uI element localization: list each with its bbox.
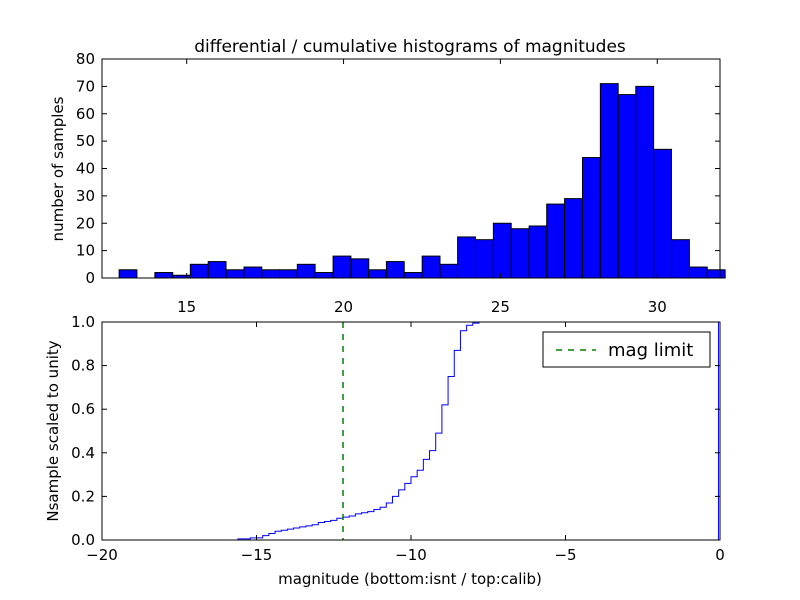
y-tick-label: 70 [76, 77, 95, 95]
legend-label: mag limit [608, 340, 693, 361]
x-axis-label: magnitude (bottom:isnt / top:calib) [278, 570, 542, 588]
y-tick-label: 20 [76, 214, 95, 232]
histogram-bar [474, 239, 494, 279]
histogram-bar [421, 255, 441, 279]
x-tick-label: 20 [334, 298, 353, 316]
histogram-bar [688, 266, 708, 279]
y-tick-label: 0.8 [71, 357, 95, 375]
histogram-bar [653, 148, 673, 279]
y-tick-label: 60 [76, 105, 95, 123]
histogram-bar [314, 272, 334, 279]
histogram-bar [261, 269, 281, 279]
histogram-bar [617, 94, 637, 279]
x-tick-label: −5 [554, 546, 576, 564]
cumulative-axes-frame [101, 321, 721, 541]
histogram-bar [510, 228, 530, 279]
histogram-bar [492, 222, 512, 279]
histogram-bar [225, 269, 245, 279]
histogram-bar [278, 269, 298, 279]
histogram-bar [189, 263, 209, 279]
y-tick-label: 0.4 [71, 444, 95, 462]
histogram-bar [154, 272, 174, 279]
histogram-bar [581, 157, 601, 279]
x-tick-label: 15 [177, 298, 196, 316]
histogram-axes-frame [101, 58, 721, 279]
y-tick-label: 0 [85, 269, 95, 287]
histogram-panel: differential / cumulative histograms of … [49, 37, 726, 316]
histogram-bar [528, 225, 548, 279]
y-tick-label: 10 [76, 242, 95, 260]
x-tick-label: 25 [491, 298, 510, 316]
histogram-bar [706, 269, 726, 279]
histogram-bar [368, 269, 387, 279]
y-tick-label: 1.0 [71, 313, 95, 331]
x-tick-label: −20 [86, 546, 118, 564]
histogram-bar [564, 198, 583, 279]
histogram-bar [635, 85, 655, 279]
histogram-bar [439, 263, 459, 279]
chart-title: differential / cumulative histograms of … [194, 37, 626, 57]
histogram-bar [599, 83, 619, 279]
histogram-bar [332, 255, 352, 279]
y-axis-label: Nsample scaled to unity [44, 340, 62, 521]
histogram-bar [457, 236, 476, 279]
x-tick-label: −15 [241, 546, 273, 564]
histogram-bar [671, 239, 690, 279]
histogram-bar [350, 258, 370, 279]
histogram-bar [207, 261, 227, 279]
y-tick-label: 0.0 [71, 531, 95, 549]
histogram-ticks: 0 10 20 30 40 50 60 70 80 15 20 25 30 [76, 50, 720, 316]
x-tick-label: 30 [648, 298, 667, 316]
y-tick-label: 30 [76, 187, 95, 205]
y-tick-label: 40 [76, 160, 95, 178]
y-tick-label: 0.2 [71, 487, 95, 505]
cumulative-step-line [102, 321, 719, 541]
histogram-bar [243, 266, 263, 279]
histogram-bar [385, 261, 405, 279]
cumulative-series [102, 321, 719, 541]
y-tick-label: 80 [76, 50, 95, 68]
cumulative-panel: Nsample scaled to unity magnitude (botto… [44, 313, 725, 588]
histogram-bar [118, 269, 138, 279]
y-tick-label: 0.6 [71, 400, 95, 418]
histogram-bar [403, 272, 423, 279]
histogram-bar [296, 263, 316, 279]
x-tick-label: 0 [715, 546, 725, 564]
x-tick-label: −10 [395, 546, 427, 564]
y-tick-label: 50 [76, 132, 95, 150]
legend: mag limit [542, 331, 711, 368]
y-axis-label: number of samples [49, 96, 67, 241]
histogram-bars [118, 83, 726, 279]
histogram-bar [546, 203, 566, 279]
